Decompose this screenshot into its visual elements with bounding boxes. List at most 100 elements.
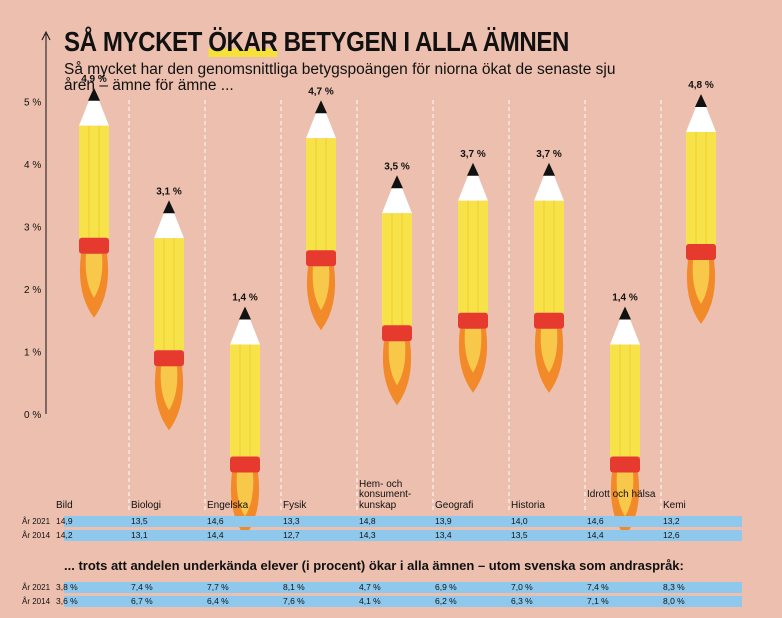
y-tick-label: 4 % bbox=[24, 160, 41, 171]
table-row-band bbox=[64, 516, 742, 527]
table-cell: 4,1 % bbox=[359, 596, 381, 606]
table-cell: 14,0 bbox=[511, 516, 528, 526]
category-label: Fysik bbox=[283, 499, 307, 511]
table-cell: 14,4 bbox=[587, 530, 604, 540]
pencil-body bbox=[154, 238, 184, 351]
table-row-label: År 2014 bbox=[22, 531, 51, 540]
title-highlight: ÖKAR bbox=[208, 26, 278, 57]
table-cell: 3,6 % bbox=[56, 596, 78, 606]
pencil-lead bbox=[467, 162, 479, 176]
grades-table: År 2021 14,9 13,5 14,6 13,3 14,8 13,9 14,0 14,6 1… bbox=[0, 516, 782, 546]
table-cell: 14,3 bbox=[359, 530, 376, 540]
title-end: BETYGEN I ALLA ÄMNEN bbox=[277, 26, 570, 57]
pencil-wood-tip bbox=[610, 306, 640, 345]
table-cell: 8,3 % bbox=[663, 582, 685, 592]
pencil-lead bbox=[391, 175, 403, 189]
pencil-band bbox=[154, 350, 184, 367]
table-cell: 14,6 bbox=[587, 516, 604, 526]
pencil-lead bbox=[163, 200, 175, 214]
pencil-7 bbox=[534, 162, 564, 393]
y-axis-arrow bbox=[41, 30, 51, 41]
category-label: Historia bbox=[511, 499, 545, 511]
pencil-lead bbox=[695, 94, 707, 107]
page-title: SÅ MYCKET ÖKAR BETYGEN I ALLA ÄMNEN bbox=[64, 26, 569, 58]
table-cell: 13,4 bbox=[435, 530, 452, 540]
pencil-lead bbox=[619, 306, 631, 320]
pencil-body bbox=[306, 138, 336, 251]
table-cell: 12,6 bbox=[663, 530, 680, 540]
pencil-band bbox=[686, 244, 716, 260]
pencil-band bbox=[79, 237, 109, 254]
pencil-flame-inner bbox=[236, 472, 254, 517]
pencil-wood-tip bbox=[382, 175, 412, 214]
pencil-flame-inner bbox=[616, 472, 634, 517]
table-row-label: År 2014 bbox=[22, 597, 51, 606]
y-tick-label: 3 % bbox=[24, 223, 41, 234]
pencil-flame-inner bbox=[160, 366, 178, 411]
pencil-flame-inner bbox=[540, 328, 558, 373]
pencil-6 bbox=[458, 162, 488, 393]
pencil-body bbox=[79, 125, 109, 238]
pencil-band bbox=[382, 325, 412, 342]
table-row-band bbox=[64, 530, 742, 541]
subtitle: Så mycket har den genomsnittliga betygsp… bbox=[64, 61, 616, 94]
pencil-lead bbox=[315, 100, 327, 114]
table-row-band bbox=[64, 582, 742, 593]
pencil-5 bbox=[382, 175, 412, 406]
pencil-flame-inner bbox=[388, 341, 406, 386]
category-header-row: Bild Biologi Engelska Fysik Hem- och konsume… bbox=[0, 478, 782, 514]
table-row-label: År 2021 bbox=[22, 517, 51, 526]
table-cell: 13,1 bbox=[131, 530, 148, 540]
pencil-4 bbox=[306, 100, 336, 331]
table-cell: 7,6 % bbox=[283, 596, 305, 606]
value-label: 4,8 % bbox=[688, 80, 714, 91]
category-label: Biologi bbox=[131, 499, 162, 511]
pencil-body bbox=[458, 200, 488, 313]
table-cell: 6,2 % bbox=[435, 596, 457, 606]
value-label: 3,1 % bbox=[156, 186, 182, 197]
pencil-band bbox=[458, 312, 488, 329]
title-start: SÅ MYCKET bbox=[64, 26, 209, 57]
table-cell: 6,9 % bbox=[435, 582, 457, 592]
table-cell: 6,7 % bbox=[131, 596, 153, 606]
pencil-wood-tip bbox=[534, 162, 564, 201]
pencil-band bbox=[534, 312, 564, 329]
y-tick-label: 1 % bbox=[24, 348, 41, 359]
pencil-lead bbox=[543, 162, 555, 176]
table-cell: 7,4 % bbox=[587, 582, 609, 592]
pencil-flame-inner bbox=[312, 266, 330, 311]
table-cell: 8,1 % bbox=[283, 582, 305, 592]
pencil-band bbox=[610, 456, 640, 473]
pencil-lead bbox=[88, 87, 100, 101]
pencil-body bbox=[382, 213, 412, 326]
category-label: Hem- och konsument-kunskap bbox=[359, 478, 412, 511]
table-cell: 13,5 bbox=[511, 530, 528, 540]
table-row-label: År 2021 bbox=[22, 583, 51, 592]
fail-note: ... trots att andelen underkända elever … bbox=[64, 558, 684, 573]
table-cell: 14,4 bbox=[207, 530, 224, 540]
table-cell: 3,8 % bbox=[56, 582, 78, 592]
pencil-9 bbox=[686, 94, 716, 324]
table-cell: 13,3 bbox=[283, 516, 300, 526]
value-label: 4,9 % bbox=[81, 74, 107, 85]
pencil-wood-tip bbox=[230, 306, 260, 345]
table-cell: 14,6 bbox=[207, 516, 224, 526]
pencil-body bbox=[610, 344, 640, 457]
value-label: 1,4 % bbox=[232, 293, 258, 304]
table-cell: 8,0 % bbox=[663, 596, 685, 606]
table-row-band bbox=[64, 596, 742, 607]
pencil-flame-inner bbox=[85, 253, 103, 298]
value-label: 3,7 % bbox=[536, 149, 562, 160]
table-cell: 14,2 bbox=[56, 530, 73, 540]
table-cell: 6,3 % bbox=[511, 596, 533, 606]
pencil-wood-tip bbox=[79, 87, 109, 126]
table-cell: 12,7 bbox=[283, 530, 300, 540]
category-label: Idrott och hälsa bbox=[587, 489, 656, 500]
pencil-flame-inner bbox=[692, 260, 710, 304]
fail-table: År 2021 3,8 % 7,4 % 7,7 % 8,1 % 4,7 % 6,9 % 7,0… bbox=[0, 582, 782, 612]
pencil-1 bbox=[79, 87, 109, 318]
pencil-body bbox=[686, 132, 716, 244]
pencil-band bbox=[230, 456, 260, 473]
value-label: 3,5 % bbox=[384, 161, 410, 172]
y-tick-label: 5 % bbox=[24, 98, 41, 109]
